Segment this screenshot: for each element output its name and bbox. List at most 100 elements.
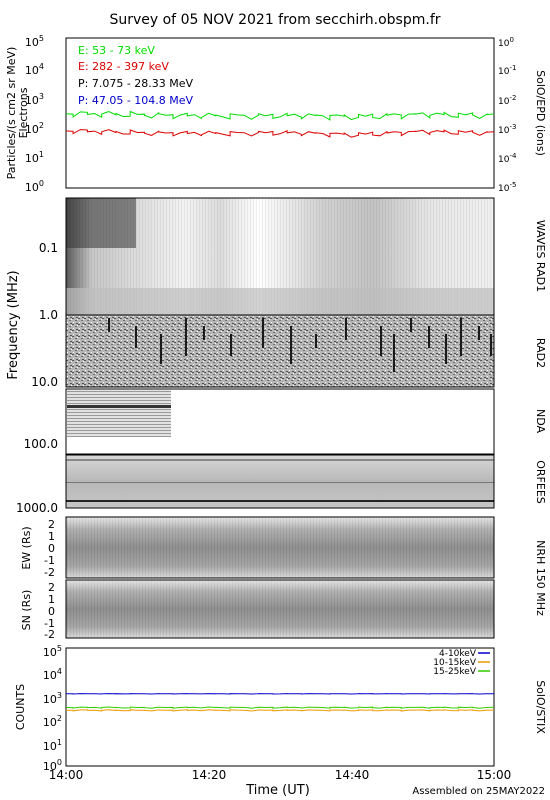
epd-rtick-m2: 10-2 (498, 94, 516, 107)
svg-text:10-4: 10-4 (498, 152, 517, 165)
svg-text:102: 102 (43, 714, 62, 729)
epd-right-label: SolO/EPD (ions) (534, 70, 547, 156)
rad1-label: WAVES RAD1 (534, 220, 547, 292)
rad2-burst-mark (160, 334, 162, 364)
stix-frame (65, 647, 495, 767)
rad1-lowband (66, 288, 494, 315)
xtick-14-20: 14:20 (192, 768, 227, 782)
rad2-frame (65, 314, 495, 388)
x-axis-label: Time (UT) (245, 783, 310, 798)
nrh-ew-tick-m2: -2 (44, 566, 55, 579)
rad2-burst-mark (230, 334, 232, 356)
svg-text:10-2: 10-2 (498, 94, 516, 107)
svg-text:104: 104 (43, 667, 62, 682)
stix-legend-4-10: 4-10keV (439, 649, 477, 659)
rad2-panel: 10.0 RAD2 (31, 314, 547, 389)
nda-label: NDA (534, 409, 547, 434)
nrh-ew-tick-1: 1 (48, 530, 55, 543)
rad2-burst-mark (290, 326, 292, 364)
epd-rtick-m1: 10-1 (498, 64, 516, 77)
assembled-note: Assembled on 25MAY2022 (412, 786, 545, 797)
epd-legend-p-high: P: 47.05 - 104.8 MeV (78, 94, 194, 107)
frequency-axis-label: Frequency (MHz) (6, 270, 21, 379)
stix-ytick-1: 101 (43, 738, 62, 753)
svg-text:10-1: 10-1 (498, 64, 516, 77)
rad2-bursts (108, 318, 492, 372)
epd-ylabel-electrons: Electrons (17, 87, 30, 138)
rad2-burst-mark (262, 318, 264, 348)
nrh-ew-tick-m1: -1 (44, 554, 55, 567)
rad2-burst-mark (135, 326, 137, 348)
nrh-sn-stripes (66, 580, 494, 638)
xtick-14-40: 14:40 (335, 768, 370, 782)
rad2-burst-mark (478, 326, 480, 340)
chart-title: Survey of 05 NOV 2021 from secchirh.obsp… (109, 12, 440, 28)
nrh-sn-frame (65, 579, 495, 639)
orfees-panel: 1000.0 ORFEES (16, 454, 547, 515)
svg-text:105: 105 (25, 34, 44, 49)
epd-rtick-0: 100 (498, 36, 514, 49)
rad2-burst-mark (428, 326, 430, 348)
rad2-burst-mark (345, 318, 347, 340)
rad2-spectrogram (66, 315, 494, 387)
nrh-sn-tick-2: 2 (48, 581, 55, 594)
nrh-label: NRH 150 MHz (534, 540, 547, 616)
rad1-panel: 0.1 1.0 WAVES RAD1 (39, 197, 547, 322)
stix-ytick-3: 103 (43, 691, 62, 706)
stix-legend: 4-10keV 10-15keV 15-25keV (433, 649, 490, 677)
rad2-tick-10.0: 10.0 (31, 375, 58, 389)
svg-text:100: 100 (498, 36, 514, 49)
stix-series-15-25 (65, 706, 495, 709)
stix-ytick-2: 102 (43, 714, 62, 729)
rad2-burst-mark (203, 326, 205, 340)
orfees-frame (65, 454, 495, 509)
orfees-band-mid (66, 482, 494, 483)
svg-text:101: 101 (25, 150, 44, 165)
xtick-14-00: 14:00 (49, 768, 84, 782)
stix-right-label: SolO/STIX (534, 680, 547, 734)
rad2-burst-mark (393, 334, 395, 372)
stix-legend-10-15: 10-15keV (433, 658, 477, 668)
orfees-band-low (66, 500, 494, 502)
epd-rtick-m5: 10-5 (498, 181, 516, 194)
epd-ytick-4: 104 (25, 62, 44, 77)
epd-legend-p-low: P: 7.075 - 28.33 MeV (78, 77, 194, 90)
rad2-burst-mark (460, 318, 462, 356)
nrh-ew-panel: 2 1 0 -1 -2 EW (Rs) (20, 516, 495, 579)
epd-frame (65, 37, 495, 189)
rad2-burst-mark (380, 326, 382, 356)
nrh-sn-tick-m2: -2 (44, 628, 55, 641)
xtick-15-00: 15:00 (477, 768, 512, 782)
rad2-burst-mark (315, 334, 317, 348)
x-axis: 14:00 14:20 14:40 15:00 Time (UT) Assemb… (49, 768, 545, 798)
epd-ylabel: Particles/(s cm2 sr MeV) (5, 47, 18, 180)
epd-ytick-5: 105 (25, 34, 44, 49)
nrh-sn-panel: 2 1 0 -1 -2 SN (Rs) (20, 579, 495, 641)
epd-rtick-m4: 10-4 (498, 152, 517, 165)
stix-ylabel: COUNTS (14, 684, 27, 730)
stix-ytick-5: 105 (43, 644, 62, 659)
nrh-sn-tick-1: 1 (48, 593, 55, 606)
nda-spectrogram (67, 390, 171, 437)
nrh-ew-frame (65, 516, 495, 579)
epd-legend-e-high: E: 282 - 397 keV (78, 60, 169, 73)
rad2-burst-mark (490, 334, 492, 356)
stix-legend-15-25: 15-25keV (433, 667, 477, 677)
nda-tick-100.0: 100.0 (24, 437, 58, 451)
epd-ytick-0: 100 (25, 179, 44, 194)
nrh-ew-tick-2: 2 (48, 518, 55, 531)
rad1-tick-0.1: 0.1 (39, 241, 58, 255)
epd-series-e-low (65, 110, 495, 121)
epd-ytick-1: 101 (25, 150, 44, 165)
orfees-tick-1000.0: 1000.0 (16, 501, 58, 515)
svg-text:105: 105 (43, 644, 62, 659)
svg-text:10-5: 10-5 (498, 181, 516, 194)
svg-text:103: 103 (43, 691, 62, 706)
nrh-sn-ylabel: SN (Rs) (20, 590, 33, 631)
svg-text:10-3: 10-3 (498, 123, 516, 136)
nrh-ew-tick-0: 0 (48, 542, 55, 555)
orfees-band-top (66, 459, 494, 461)
rad1-tick-1.0: 1.0 (39, 308, 58, 322)
nrh-sn-tick-0: 0 (48, 605, 55, 618)
